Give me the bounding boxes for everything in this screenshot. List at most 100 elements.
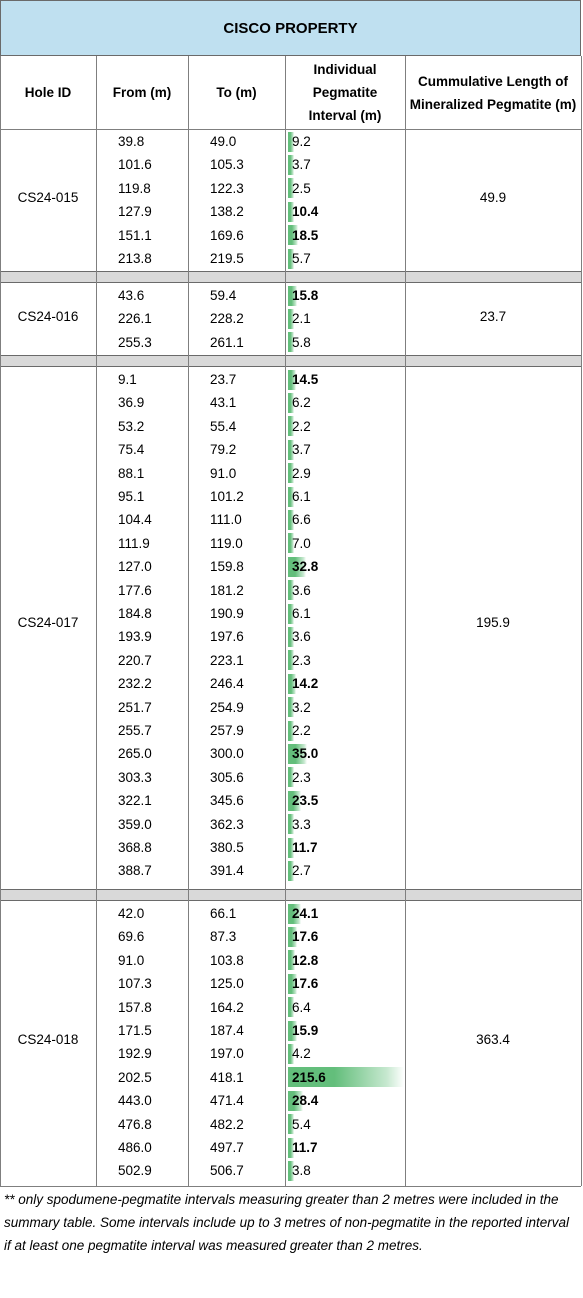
from-value: 157.8 [118,999,152,1015]
to-value: 345.6 [210,793,244,809]
interval-databar [288,533,294,554]
interval-databar [288,950,295,971]
interval-databar [288,486,294,507]
from-value: 251.7 [118,699,152,715]
interval-databar [288,1067,404,1088]
table-row: 388.7 391.4 2.7 [96,859,405,882]
table-row: 39.8 49.0 9.2 [96,130,405,153]
table-row: 184.8 190.9 6.1 [96,602,405,625]
from-value: 213.8 [118,251,152,266]
from-value: 476.8 [118,1116,152,1132]
interval-value: 2.7 [292,863,311,879]
to-value: 506.7 [210,1163,244,1179]
to-value: 197.6 [210,629,244,645]
table-row: 213.8 219.5 5.7 [96,247,405,270]
to-value: 190.9 [210,606,244,621]
interval-value: 14.5 [292,372,319,387]
interval-value: 2.5 [292,180,311,196]
to-value: 49.0 [210,134,237,149]
interval-value: 2.2 [292,418,311,434]
table-row: 69.6 87.3 17.6 [96,925,405,948]
to-value: 111.0 [210,512,242,528]
to-value: 43.1 [210,395,237,411]
to-value: 103.8 [210,952,244,968]
table-row: 177.6 181.2 3.6 [96,579,405,602]
from-value: 368.8 [118,840,152,855]
interval-value: 7.0 [292,535,311,551]
from-value: 232.2 [118,676,152,692]
interval-databar [288,178,294,199]
hole-id: CS24-016 [17,309,79,325]
table-row: 443.0 471.4 28.4 [96,1089,405,1112]
table-row: 303.3 305.6 2.3 [96,766,405,789]
from-value: 255.3 [118,334,152,350]
interval-value: 6.2 [292,395,311,411]
interval-value: 3.6 [292,582,311,598]
hole-id: CS24-018 [17,1032,79,1048]
table-row: 486.0 497.7 11.7 [96,1136,405,1159]
from-value: 202.5 [118,1069,152,1085]
from-value: 502.9 [118,1163,152,1179]
interval-value: 6.1 [292,606,311,621]
interval-databar [288,1090,304,1111]
table-row: 193.9 197.6 3.6 [96,625,405,648]
to-value: 482.2 [210,1116,244,1132]
interval-value: 12.8 [292,952,319,968]
to-value: 87.3 [210,929,237,945]
interval-value: 2.3 [292,769,311,785]
from-value: 39.8 [118,134,145,149]
interval-databar [288,201,294,222]
cumulative-length: 363.4 [476,1032,510,1048]
to-value: 138.2 [210,204,244,220]
from-value: 265.0 [118,746,152,762]
from-value: 43.6 [118,288,145,303]
interval-value: 6.1 [292,489,311,504]
to-value: 101.2 [210,489,244,504]
table-row: 119.8 122.3 2.5 [96,177,405,200]
interval-databar [288,790,301,811]
interval-databar [288,248,294,269]
interval-databar [288,627,294,648]
cumulative-length: 49.9 [479,190,507,206]
interval-databar [288,1020,297,1041]
to-value: 164.2 [210,999,244,1015]
from-value: 322.1 [118,793,152,809]
interval-databar [288,1114,294,1135]
from-value: 101.6 [118,157,152,173]
from-value: 75.4 [118,442,145,458]
interval-value: 6.6 [292,512,311,528]
header-border [0,129,581,130]
interval-value: 28.4 [292,1093,319,1109]
from-value: 111.9 [118,535,150,551]
from-value: 486.0 [118,1140,152,1155]
interval-value: 5.4 [292,1116,311,1132]
from-value: 151.1 [118,227,152,243]
header-from: From (m) [112,85,172,100]
from-value: 104.4 [118,512,152,528]
interval-databar [288,720,294,741]
table-row: 476.8 482.2 5.4 [96,1113,405,1136]
table-row: 101.6 105.3 3.7 [96,153,405,176]
to-value: 55.4 [210,418,237,434]
interval-value: 3.7 [292,157,311,173]
interval-databar [288,225,298,246]
to-value: 471.4 [210,1093,244,1109]
interval-value: 23.5 [292,793,319,809]
to-value: 305.6 [210,769,244,785]
interval-databar [288,603,294,624]
to-value: 181.2 [210,582,244,598]
interval-databar [288,1137,295,1158]
from-value: 91.0 [118,952,145,968]
table-row: 36.9 43.1 6.2 [96,391,405,414]
header-to: To (m) [216,85,257,100]
interval-value: 215.6 [292,1069,326,1085]
interval-value: 2.2 [292,723,311,738]
interval-databar [288,285,297,306]
table-row: 127.0 159.8 32.8 [96,555,405,578]
table-row: 220.7 223.1 2.3 [96,649,405,672]
table-row: 151.1 169.6 18.5 [96,224,405,247]
header-hole-id: Hole ID [24,85,72,100]
to-value: 122.3 [210,180,244,196]
table-row: 251.7 254.9 3.2 [96,696,405,719]
